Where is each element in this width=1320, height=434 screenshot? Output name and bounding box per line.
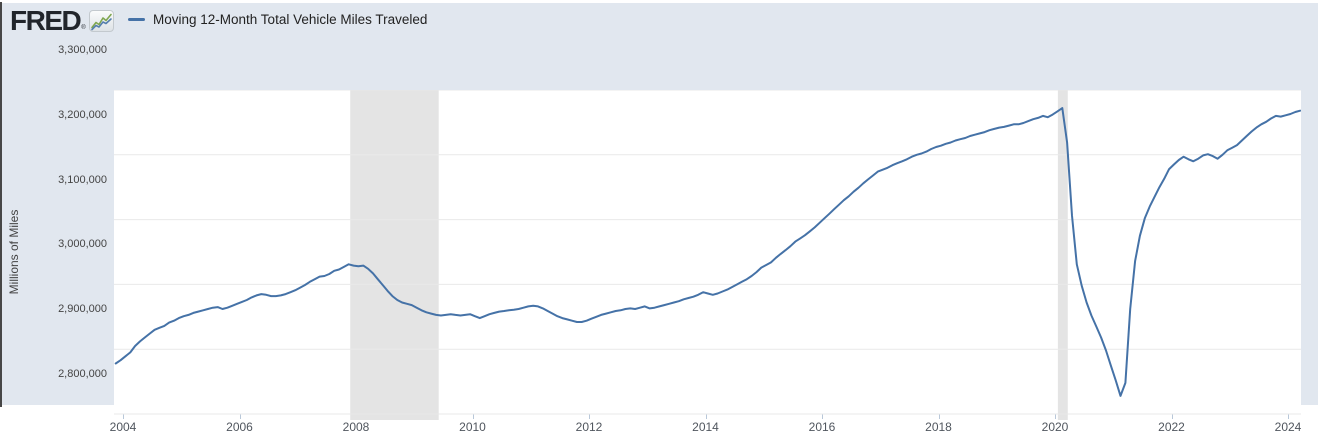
- x-tick-label-2020: 2020: [1041, 420, 1069, 434]
- y-axis-title: Millions of Miles: [7, 209, 21, 295]
- x-tick-label-2008: 2008: [342, 420, 370, 434]
- chart: Millions of Miles 3,300,000 3,200,000 3,10…: [2, 43, 1320, 434]
- x-tick-label-2024: 2024: [1274, 420, 1302, 434]
- window-left-edge: [0, 2, 2, 407]
- series-legend-label: Moving 12-Month Total Vehicle Miles Trav…: [153, 12, 428, 27]
- fred-logo[interactable]: FRED ®: [10, 6, 114, 36]
- recession-2020-band: [1057, 90, 1068, 420]
- plot-area[interactable]: [114, 90, 1301, 420]
- y-tick-label-3000000: 3,000,000: [58, 238, 107, 251]
- plot-background: [114, 90, 1301, 414]
- legend: Moving 12-Month Total Vehicle Miles Trav…: [128, 12, 427, 27]
- x-tick-label-2006: 2006: [226, 420, 253, 434]
- y-tick-label-3300000: 3,300,000: [58, 44, 107, 56]
- x-tick-label-2016: 2016: [808, 420, 836, 434]
- x-tick-label-2018: 2018: [925, 420, 952, 434]
- fred-chart-app: FRED ® Moving 12-Month Total Vehicle Mil…: [2, 3, 1318, 434]
- series-line: [114, 107, 1301, 397]
- y-tick-label-2900000: 2,900,000: [58, 303, 107, 316]
- fred-wordmark: FRED: [10, 5, 82, 36]
- x-tick-label-2004: 2004: [109, 420, 137, 434]
- sparkline-icon: [88, 10, 114, 32]
- x-tick-label-2014: 2014: [692, 420, 719, 434]
- x-tick-label-2022: 2022: [1158, 420, 1185, 434]
- header: FRED ® Moving 12-Month Total Vehicle Mil…: [2, 3, 1318, 43]
- x-tick-label-2010: 2010: [459, 420, 486, 434]
- y-tick-label-2800000: 2,800,000: [58, 368, 107, 380]
- y-tick-label-3200000: 3,200,000: [58, 108, 107, 121]
- series-color-swatch: [128, 18, 145, 21]
- y-tick-label-3100000: 3,100,000: [58, 173, 107, 186]
- recession-2008-band: [350, 90, 439, 420]
- x-tick-label-2012: 2012: [575, 420, 603, 434]
- registered-mark: ®: [81, 25, 86, 31]
